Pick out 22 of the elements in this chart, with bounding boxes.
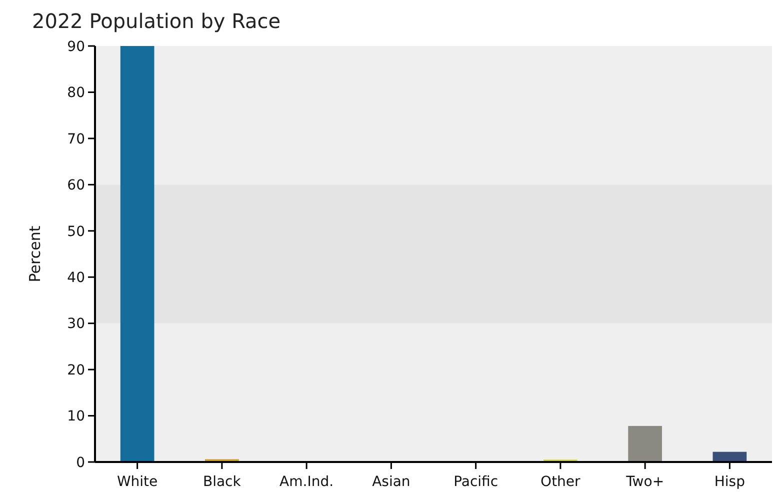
x-tick-label: Hisp: [714, 474, 746, 490]
x-tick-label: Black: [202, 474, 242, 490]
y-tick-label: 20: [67, 362, 85, 378]
x-tick-label: Pacific: [454, 474, 498, 490]
y-tick-label: 10: [67, 408, 85, 425]
y-tick-label: 30: [67, 316, 85, 332]
y-tick-label: 90: [67, 38, 85, 55]
x-tick-label: Asian: [372, 474, 410, 490]
y-tick-label: 70: [67, 131, 85, 148]
y-tick-label: 0: [76, 454, 85, 471]
x-tick-label: Am.Ind.: [280, 474, 334, 490]
y-tick-label: 50: [67, 224, 85, 240]
x-tick-label: Two+: [625, 474, 664, 490]
y-axis-title: Percent: [26, 226, 44, 282]
y-tick-label: 80: [67, 85, 85, 102]
chart-title: 2022 Population by Race: [32, 9, 281, 33]
bar: [628, 426, 662, 462]
x-tick-label: White: [116, 474, 158, 490]
x-tick-label: Other: [540, 474, 581, 490]
bar: [120, 46, 154, 462]
y-tick-label: 60: [67, 178, 85, 194]
y-tick-label: 40: [67, 270, 85, 286]
